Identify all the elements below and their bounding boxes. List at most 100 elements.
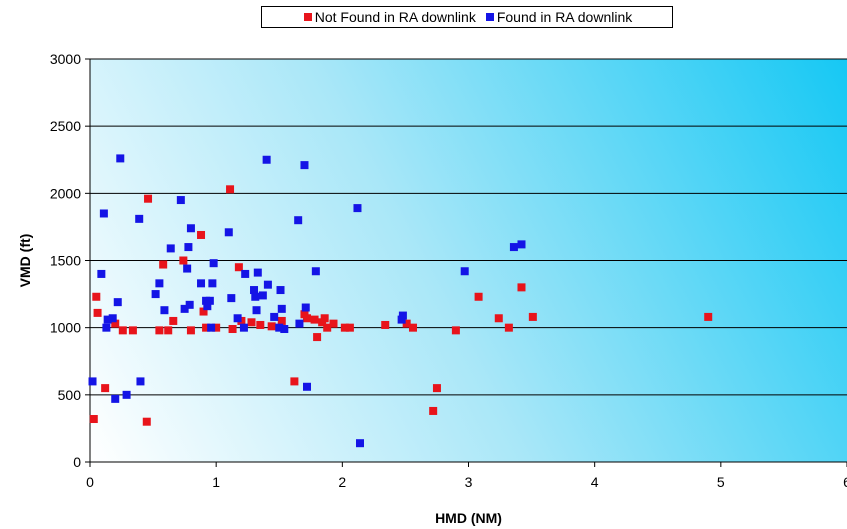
x-tick-label-2: 2 — [338, 474, 346, 490]
point-not-found — [234, 263, 243, 272]
point-not-found — [247, 318, 256, 327]
point-not-found — [202, 323, 211, 332]
y-tick-label-1000: 1000 — [50, 320, 81, 336]
point-not-found — [345, 323, 354, 332]
point-found — [185, 300, 194, 309]
point-found — [166, 244, 175, 253]
point-found — [224, 228, 233, 237]
point-not-found — [197, 230, 206, 239]
point-not-found — [451, 326, 460, 335]
x-tick-label-3: 3 — [465, 474, 473, 490]
point-not-found — [199, 307, 208, 316]
point-found — [160, 306, 169, 315]
point-found — [276, 286, 285, 295]
point-found — [517, 240, 526, 249]
point-found — [270, 312, 279, 321]
legend-swatch-not-found — [303, 13, 312, 21]
point-not-found — [402, 319, 411, 328]
point-found — [176, 196, 185, 205]
point-not-found — [323, 323, 332, 332]
point-found — [155, 279, 164, 288]
point-not-found — [169, 316, 178, 325]
point-not-found — [142, 417, 151, 426]
point-found — [263, 280, 272, 289]
point-not-found — [89, 415, 98, 424]
point-found — [186, 224, 195, 233]
point-not-found — [128, 326, 137, 335]
point-found — [99, 209, 108, 218]
x-tick-label-4: 4 — [591, 474, 599, 490]
point-found — [303, 382, 312, 391]
point-not-found — [318, 318, 327, 327]
point-found — [113, 298, 122, 307]
legend-item-not-found: Not Found in RA downlink — [298, 9, 476, 25]
tick-labels: 0 500 1000 1500 2000 2500 3000 0 1 2 3 4 5 6 — [50, 51, 847, 490]
point-found — [300, 161, 309, 170]
x-axis-title: HMD (NM) — [435, 510, 502, 526]
legend-item-found: Found in RA downlink — [480, 9, 632, 25]
point-found — [135, 214, 144, 223]
point-not-found — [186, 326, 195, 335]
point-found — [102, 323, 111, 332]
point-not-found — [267, 322, 276, 331]
y-tick-label-500: 500 — [58, 387, 82, 403]
point-not-found — [155, 326, 164, 335]
point-found — [253, 268, 262, 277]
point-found — [355, 439, 364, 448]
point-not-found — [111, 319, 120, 328]
point-not-found — [226, 185, 235, 194]
point-found — [353, 204, 362, 213]
point-found — [280, 325, 289, 334]
legend: Not Found in RA downlink Found in RA dow… — [261, 6, 673, 28]
point-not-found — [517, 283, 526, 292]
point-found — [203, 302, 212, 311]
point-not-found — [474, 292, 483, 301]
point-not-found — [504, 323, 513, 332]
x-tick-label-5: 5 — [717, 474, 725, 490]
point-not-found — [494, 314, 503, 323]
point-found — [398, 311, 407, 320]
point-not-found — [101, 384, 110, 393]
point-not-found — [256, 320, 265, 329]
point-found — [239, 323, 248, 332]
point-not-found — [159, 260, 168, 269]
point-found — [250, 286, 259, 295]
x-tick-label-0: 0 — [86, 474, 94, 490]
y-tick-label-0: 0 — [73, 454, 81, 470]
axes — [85, 58, 847, 467]
legend-label-not-found: Not Found in RA downlink — [314, 9, 476, 25]
point-found — [205, 296, 214, 305]
point-not-found — [313, 333, 322, 342]
point-found — [301, 303, 310, 312]
point-found — [184, 243, 193, 252]
point-found — [207, 323, 216, 332]
point-found — [122, 390, 131, 399]
point-not-found — [303, 314, 312, 323]
y-tick-label-2000: 2000 — [50, 185, 81, 201]
point-not-found — [432, 384, 441, 393]
y-tick-label-3000: 3000 — [50, 51, 81, 67]
legend-swatch-found — [485, 13, 494, 21]
point-found — [251, 292, 260, 301]
legend-label-found: Found in RA downlink — [496, 9, 633, 25]
data-points — [88, 154, 713, 448]
point-not-found — [429, 406, 438, 415]
point-found — [241, 269, 250, 278]
point-found — [277, 304, 286, 313]
point-found — [262, 155, 271, 164]
point-found — [103, 315, 112, 324]
point-found — [509, 243, 518, 252]
point-found — [180, 304, 189, 313]
point-not-found — [310, 315, 319, 324]
point-found — [183, 264, 192, 273]
x-tick-label-6: 6 — [843, 474, 847, 490]
point-not-found — [408, 323, 417, 332]
point-not-found — [329, 319, 338, 328]
point-found — [108, 314, 117, 323]
point-found — [311, 267, 320, 276]
point-found — [97, 269, 106, 278]
point-not-found — [320, 314, 329, 323]
point-found — [295, 319, 304, 328]
point-found — [460, 267, 469, 276]
